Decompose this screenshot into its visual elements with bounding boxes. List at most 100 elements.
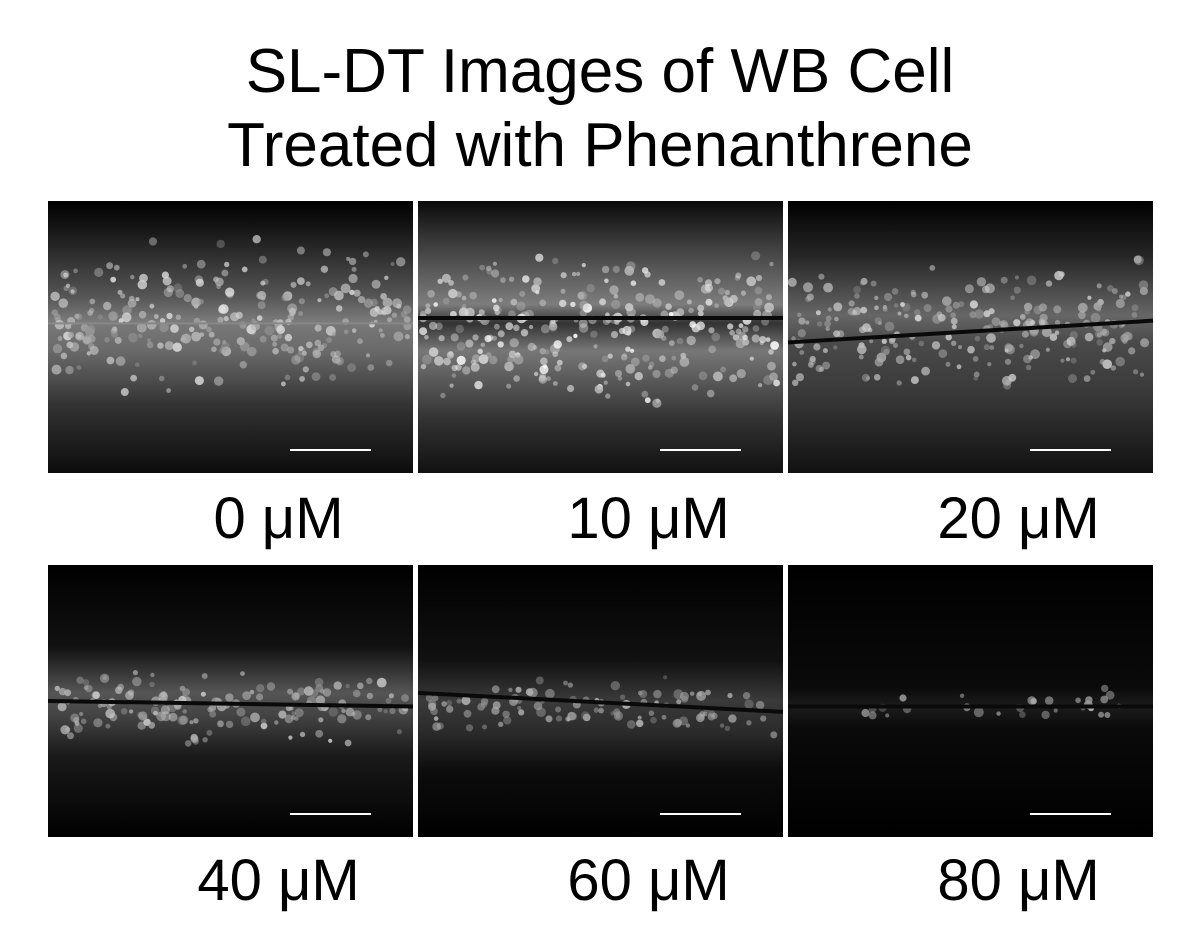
cell [314, 324, 322, 332]
cell [1100, 695, 1109, 704]
cell [70, 289, 75, 294]
cell [853, 285, 861, 294]
cell [952, 301, 960, 309]
cell [112, 326, 118, 332]
cell [867, 327, 873, 333]
cell [624, 265, 635, 276]
cell [1115, 356, 1125, 367]
cell [208, 331, 215, 338]
cell [1141, 339, 1148, 346]
cell [964, 284, 974, 294]
cell [191, 331, 202, 342]
cell [659, 355, 666, 363]
cell [260, 722, 268, 730]
cell [893, 343, 898, 348]
cell [317, 298, 322, 303]
cell [352, 710, 362, 720]
cell [264, 325, 275, 336]
cell [630, 348, 635, 353]
cell [225, 720, 234, 729]
cell [80, 718, 87, 725]
cell [668, 340, 675, 346]
cell [284, 333, 293, 342]
cell [470, 362, 480, 372]
cell [148, 721, 156, 729]
cell [166, 312, 173, 320]
cell [54, 685, 60, 692]
cell [322, 688, 332, 697]
cell [648, 365, 653, 370]
cell [240, 716, 251, 727]
cell [260, 718, 267, 725]
cell [1096, 339, 1103, 346]
cell [985, 335, 991, 340]
cell [763, 375, 773, 385]
cell [742, 692, 751, 700]
cell [456, 355, 466, 365]
cell [465, 724, 474, 732]
cell [532, 345, 538, 350]
cell [1038, 303, 1047, 312]
cell [987, 362, 992, 367]
cell [759, 340, 764, 346]
cell [345, 707, 355, 717]
cell [386, 317, 393, 323]
cell [132, 676, 142, 687]
cell [213, 276, 219, 283]
cell [291, 355, 301, 365]
cell [670, 366, 678, 374]
cell [929, 265, 936, 271]
cell [441, 273, 451, 283]
cell [294, 352, 305, 363]
cell [720, 366, 727, 373]
cell [425, 694, 433, 702]
cell [560, 288, 566, 294]
cell [120, 293, 126, 299]
cell [206, 326, 212, 333]
cell [565, 716, 571, 722]
cell [527, 687, 538, 698]
cell [366, 692, 374, 700]
cell [1120, 333, 1129, 343]
cell [893, 303, 899, 308]
cell [218, 304, 229, 314]
cell [314, 339, 322, 347]
cell [1068, 374, 1077, 383]
cell [266, 682, 276, 691]
cell [433, 716, 439, 721]
cell [1083, 375, 1091, 382]
cell [138, 310, 147, 319]
cell [396, 729, 402, 735]
cell [420, 363, 427, 370]
cell [434, 356, 444, 366]
cell [648, 710, 655, 716]
cell [1023, 302, 1033, 312]
cell [742, 334, 748, 341]
cell [527, 342, 536, 351]
cell [441, 701, 448, 707]
cell [162, 276, 172, 286]
cell [251, 318, 256, 324]
cell [891, 288, 899, 295]
cell [1053, 305, 1062, 314]
cell [105, 723, 111, 729]
cell [942, 296, 952, 306]
cell [296, 246, 305, 255]
cell [614, 319, 620, 325]
cell [449, 383, 454, 388]
cell [73, 717, 80, 723]
cell [607, 353, 613, 359]
cell [433, 302, 439, 307]
cell [256, 315, 263, 321]
cell [1096, 306, 1102, 312]
cell [1019, 314, 1026, 320]
cell [478, 309, 485, 316]
cell [889, 338, 896, 345]
cell [594, 384, 604, 394]
cell [291, 715, 296, 720]
cell [463, 709, 472, 718]
cell [691, 384, 699, 391]
cell [1030, 698, 1037, 705]
cell [593, 707, 599, 713]
cell [314, 677, 324, 687]
